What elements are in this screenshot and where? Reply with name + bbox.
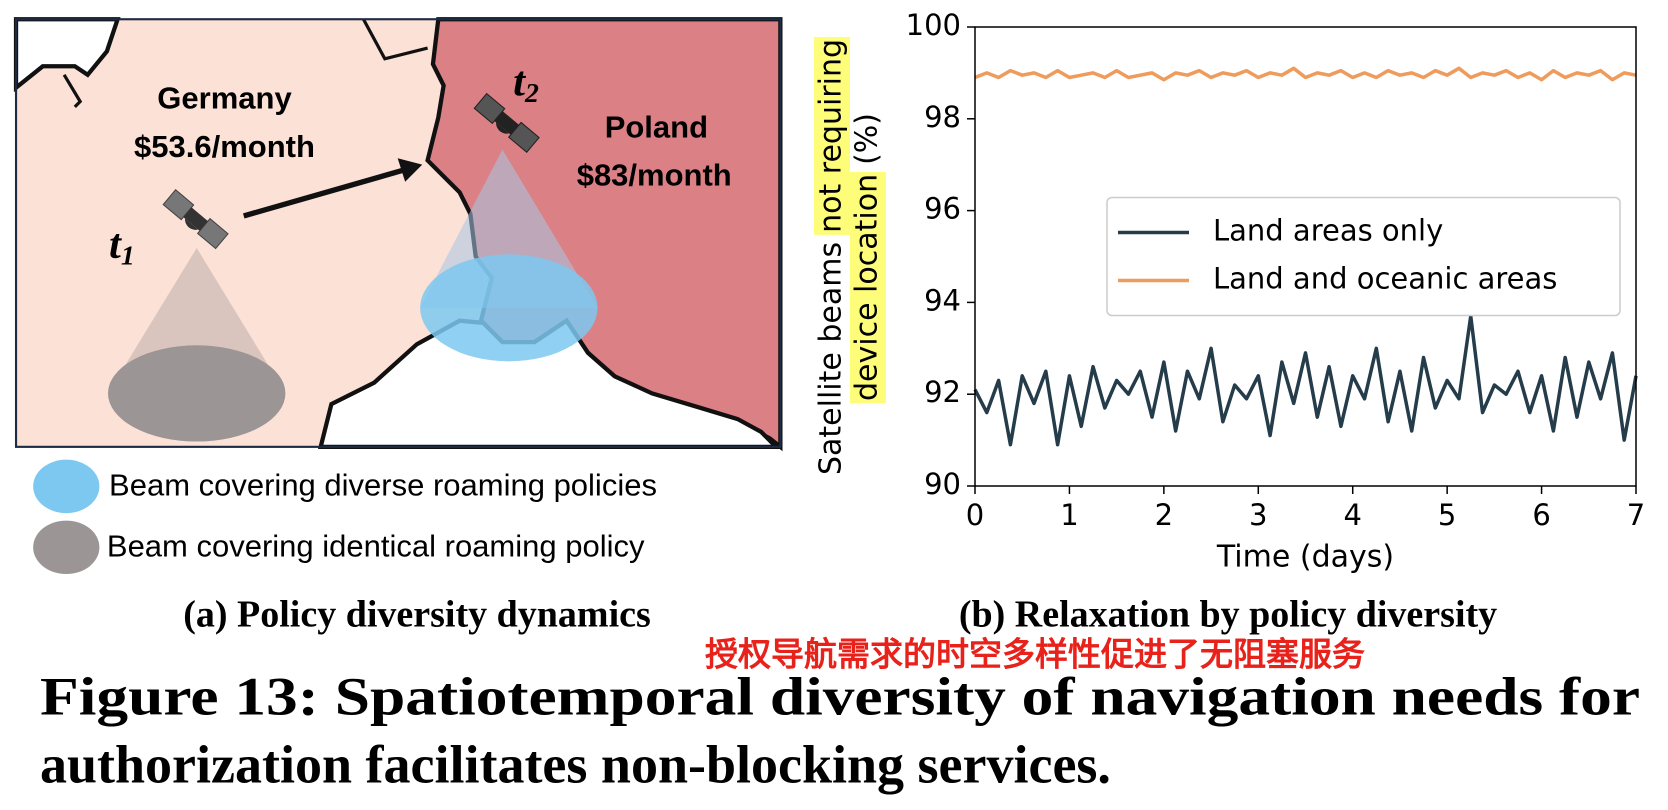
panel-caption: (a) Policy diversity dynamics <box>183 594 651 636</box>
plot-frame <box>974 26 1637 487</box>
y-tick-label: 90 <box>924 467 961 501</box>
y-axis-label-part: Satellite beams <box>814 242 849 475</box>
legend-swatch <box>33 459 100 514</box>
y-tick-label: 96 <box>924 192 961 226</box>
x-tick-label: 0 <box>966 498 984 532</box>
map-panel: Germany $53.6/month Poland $83/month t1 … <box>13 17 783 575</box>
highlight <box>850 171 886 404</box>
arrowhead <box>397 158 423 182</box>
legend-label: Land and oceanic areas <box>1213 262 1557 296</box>
price-label: $83/month <box>577 158 732 193</box>
country-label: Germany <box>157 81 292 116</box>
sea-region <box>13 17 121 93</box>
map-frame <box>14 18 782 448</box>
x-tick-label: 4 <box>1343 498 1361 532</box>
legend-label: Beam covering diverse roaming policies <box>109 468 657 503</box>
y-axis-label-part: (%) <box>850 113 885 165</box>
figure-caption: Figure 13: Spatiotemporal diversity of n… <box>40 666 1640 726</box>
y-axis-label: Satellite beams not requiring <box>814 36 850 475</box>
arrow <box>242 167 405 219</box>
data-line <box>973 314 1638 447</box>
line-chart: 90 92 94 96 98 100 0 1 2 3 4 5 6 7 Time (days) Land are… <box>814 8 1646 575</box>
panel-caption: (b) Relaxation by policy diversity <box>959 594 1497 636</box>
y-axis-label: device location (%) <box>850 113 886 404</box>
price-label: $53.6/month <box>134 129 315 164</box>
x-tick-label: 2 <box>1155 498 1173 532</box>
satellite-icon <box>473 92 540 154</box>
border <box>62 74 83 109</box>
y-tick-label: 98 <box>924 100 961 134</box>
legend-label: Land areas only <box>1213 214 1443 248</box>
y-tick-label: 100 <box>906 8 961 42</box>
annotation: 授权导航需求的时空多样性促进了无阻塞服务 <box>705 635 1365 674</box>
x-axis-label: Time (days) <box>1216 540 1394 575</box>
y-tick-label: 94 <box>924 283 961 317</box>
data-line <box>974 66 1637 82</box>
x-tick-label: 3 <box>1249 498 1267 532</box>
x-tick-label: 6 <box>1532 498 1550 532</box>
border <box>362 18 428 61</box>
legend-box <box>1106 196 1621 317</box>
country-label: Poland <box>605 110 708 145</box>
legend-label: Beam covering identical roaming policy <box>107 529 645 564</box>
beam-identical <box>107 345 286 442</box>
x-tick-label: 1 <box>1060 498 1078 532</box>
y-tick-label: 92 <box>924 375 961 409</box>
time-label: t1 <box>109 221 135 272</box>
y-axis-label-part: device location <box>850 174 885 401</box>
highlight <box>814 36 850 235</box>
x-tick-label: 5 <box>1438 498 1456 532</box>
beam-diverse <box>420 254 598 362</box>
y-axis-label-part: not requiring <box>814 39 849 233</box>
x-tick-label: 7 <box>1627 498 1645 532</box>
figure-caption: authorization facilitates non-blocking s… <box>40 734 1111 794</box>
time-label: t2 <box>513 58 539 109</box>
satellite-icon <box>162 189 229 250</box>
legend-swatch <box>33 520 100 575</box>
